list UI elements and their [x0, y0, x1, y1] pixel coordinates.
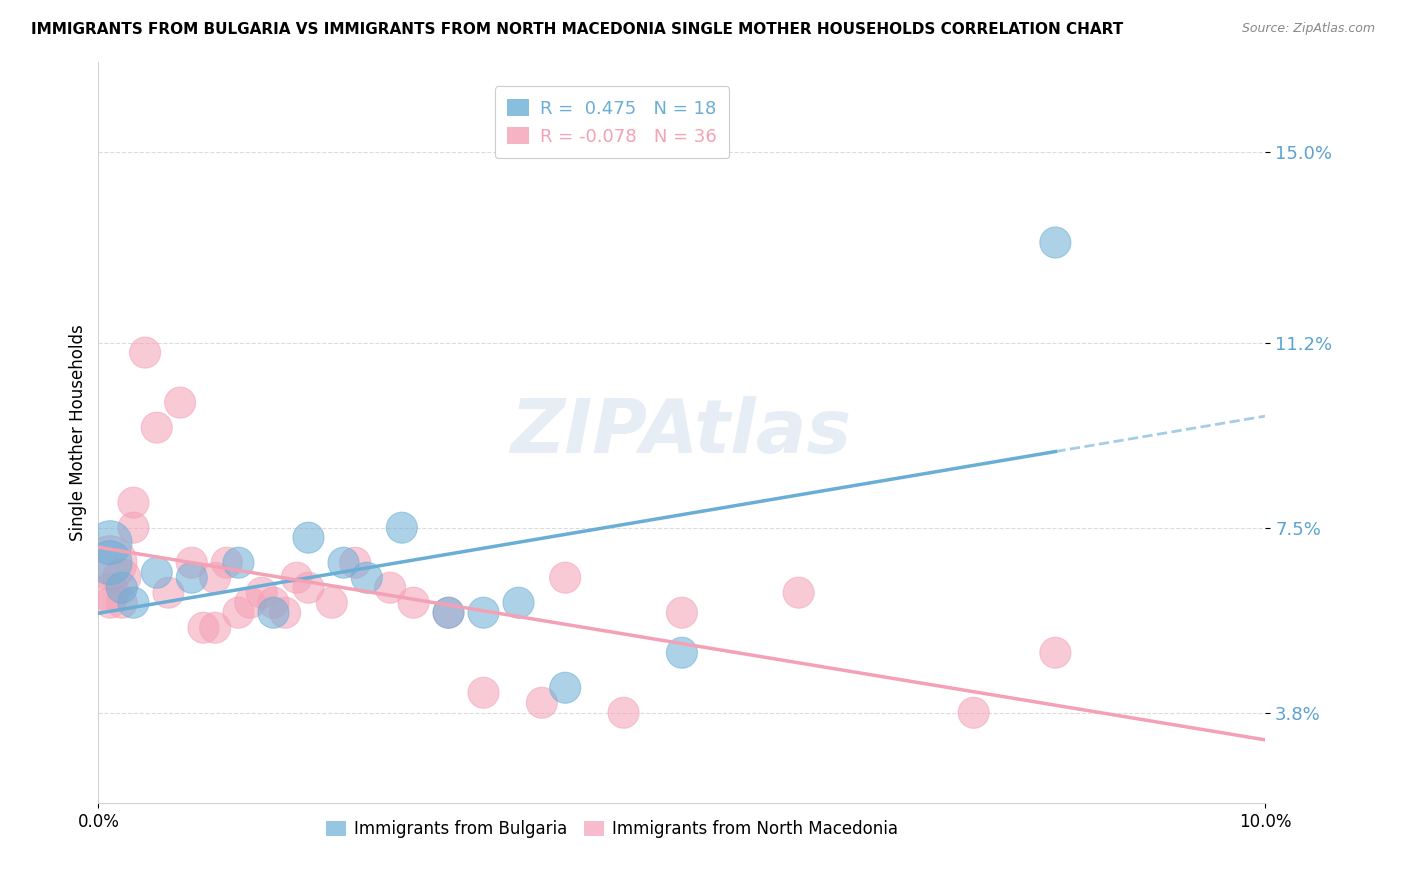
Point [98, 535, 121, 549]
Point [380, 581, 402, 595]
Point [472, 606, 495, 620]
Point [671, 606, 693, 620]
Point [122, 596, 145, 610]
Point [146, 420, 169, 434]
Point [554, 681, 576, 695]
Point [1045, 235, 1067, 250]
Point [472, 686, 495, 700]
Point [169, 395, 191, 409]
Point [111, 571, 134, 585]
Point [204, 621, 226, 635]
Y-axis label: Single Mother Households: Single Mother Households [69, 325, 87, 541]
Point [193, 621, 215, 635]
Point [122, 521, 145, 535]
Point [204, 571, 226, 585]
Point [274, 606, 297, 620]
Point [98, 556, 121, 570]
Text: ZIPAtlas: ZIPAtlas [512, 396, 852, 469]
Point [180, 571, 202, 585]
Point [228, 556, 250, 570]
Point [98, 596, 121, 610]
Point [344, 556, 367, 570]
Point [262, 596, 284, 610]
Point [356, 571, 378, 585]
Point [297, 531, 319, 545]
Point [285, 571, 308, 585]
Point [262, 606, 284, 620]
Point [134, 345, 156, 359]
Point [98, 556, 121, 570]
Point [1045, 646, 1067, 660]
Point [250, 585, 273, 599]
Point [332, 556, 354, 570]
Point [239, 596, 262, 610]
Point [554, 571, 576, 585]
Point [962, 706, 984, 720]
Point [297, 581, 319, 595]
Legend: Immigrants from Bulgaria, Immigrants from North Macedonia: Immigrants from Bulgaria, Immigrants fro… [318, 812, 907, 847]
Point [157, 585, 180, 599]
Point [146, 566, 169, 580]
Point [180, 556, 202, 570]
Text: IMMIGRANTS FROM BULGARIA VS IMMIGRANTS FROM NORTH MACEDONIA SINGLE MOTHER HOUSEH: IMMIGRANTS FROM BULGARIA VS IMMIGRANTS F… [31, 22, 1123, 37]
Point [228, 606, 250, 620]
Point [98, 585, 121, 599]
Point [787, 585, 810, 599]
Point [111, 596, 134, 610]
Text: Source: ZipAtlas.com: Source: ZipAtlas.com [1241, 22, 1375, 36]
Point [402, 596, 425, 610]
Point [122, 496, 145, 510]
Point [111, 581, 134, 595]
Point [437, 606, 460, 620]
Point [671, 646, 693, 660]
Point [612, 706, 634, 720]
Point [321, 596, 343, 610]
Point [508, 596, 530, 610]
Point [437, 606, 460, 620]
Point [391, 521, 413, 535]
Point [215, 556, 238, 570]
Point [530, 696, 553, 710]
